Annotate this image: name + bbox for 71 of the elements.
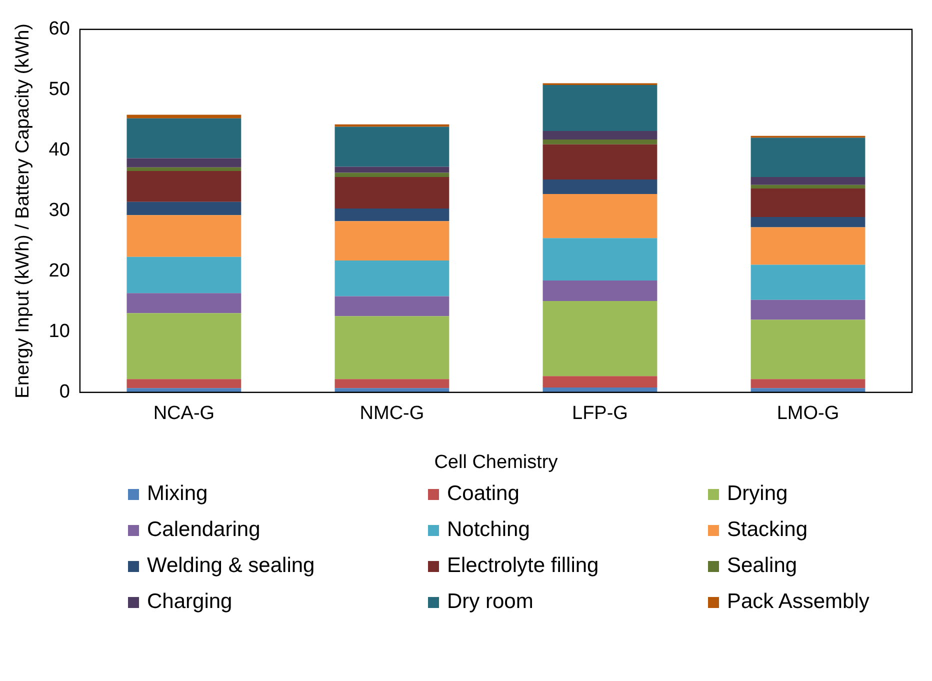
legend-label: Mixing [147, 482, 208, 506]
legend-label: Drying [727, 482, 788, 506]
x-tick-label: LFP-G [572, 403, 628, 424]
bar [542, 179, 658, 194]
bar [334, 260, 450, 296]
bar [542, 144, 658, 180]
bar [126, 388, 242, 392]
bar [542, 376, 658, 388]
bar [126, 170, 242, 202]
bar [334, 316, 450, 380]
bar [126, 202, 242, 216]
y-axis-title: Energy Input (kWh) / Battery Capacity (kWh) [12, 23, 34, 398]
bar [126, 313, 242, 380]
bar [334, 208, 450, 222]
bar [126, 256, 242, 294]
bar [334, 388, 450, 392]
y-tick-label: 30 [48, 200, 70, 222]
bar [126, 379, 242, 388]
bar [750, 388, 866, 392]
bar [750, 188, 866, 217]
legend-label: Notching [447, 518, 530, 542]
bar [750, 184, 866, 189]
bar [334, 379, 450, 388]
y-tick-label: 60 [48, 18, 70, 40]
bar [542, 280, 658, 302]
bar [750, 227, 866, 265]
bar [542, 388, 658, 392]
legend-label: Welding & sealing [147, 554, 315, 578]
legend-label: Coating [447, 482, 520, 506]
bar [750, 300, 866, 320]
y-tick-label: 10 [48, 321, 70, 342]
bar [542, 85, 658, 132]
legend-label: Dry room [447, 590, 534, 614]
bar [750, 320, 866, 380]
bar [542, 140, 658, 144]
bar [334, 126, 450, 167]
legend-label: Electrolyte filling [447, 554, 599, 578]
bar [750, 177, 866, 185]
bar [126, 167, 242, 171]
x-tick-label: LMO-G [776, 403, 840, 424]
bar [126, 114, 242, 118]
bar [542, 238, 658, 280]
bar [750, 138, 866, 178]
y-tick-label: 0 [59, 382, 70, 403]
bar [542, 131, 658, 140]
bar [750, 264, 866, 300]
bar [126, 158, 242, 168]
bar [542, 301, 658, 376]
bar [334, 166, 450, 173]
bar [334, 172, 450, 178]
legend-label: Stacking [727, 518, 808, 542]
legend-label: Charging [147, 590, 232, 614]
legend-label: Pack Assembly [727, 590, 870, 614]
bar [334, 124, 450, 127]
legend-label: Sealing [727, 554, 798, 578]
bar [750, 216, 866, 228]
bar [334, 221, 450, 261]
bar [126, 293, 242, 314]
x-axis-title: Cell Chemistry [434, 452, 558, 473]
x-tick-label: NCA-G [153, 403, 215, 424]
legend-label: Calendaring [147, 518, 260, 542]
bar [542, 194, 658, 238]
bar [334, 177, 450, 208]
bar [126, 215, 242, 257]
y-tick-label: 40 [48, 140, 70, 161]
y-tick-label: 20 [48, 260, 70, 282]
x-tick-label: NMC-G [360, 403, 424, 424]
bar [126, 118, 242, 158]
y-tick-label: 50 [48, 79, 70, 100]
bar [750, 379, 866, 388]
bar [334, 296, 450, 316]
